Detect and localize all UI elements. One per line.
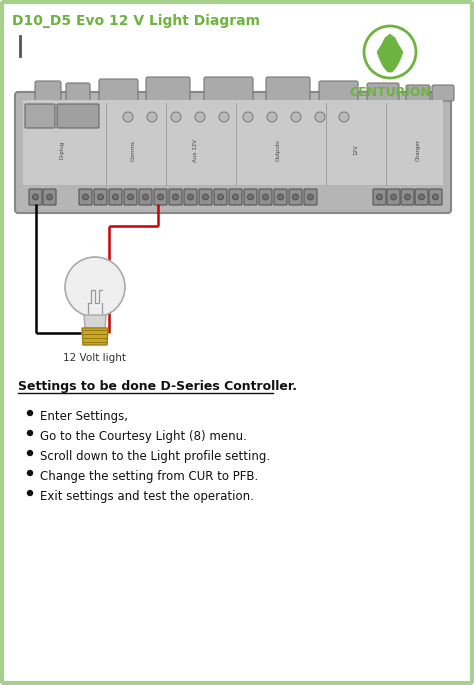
FancyBboxPatch shape <box>367 83 399 101</box>
FancyBboxPatch shape <box>415 189 428 205</box>
Circle shape <box>188 194 193 200</box>
FancyBboxPatch shape <box>266 77 310 101</box>
FancyBboxPatch shape <box>406 85 430 101</box>
FancyBboxPatch shape <box>57 104 99 128</box>
FancyBboxPatch shape <box>124 189 137 205</box>
Text: Go to the Courtesy Light (8) menu.: Go to the Courtesy Light (8) menu. <box>40 430 247 443</box>
Circle shape <box>143 194 148 200</box>
FancyBboxPatch shape <box>319 81 358 101</box>
Circle shape <box>233 194 238 200</box>
FancyBboxPatch shape <box>146 77 190 101</box>
Text: 12 Volt light: 12 Volt light <box>64 353 127 363</box>
Polygon shape <box>82 328 108 345</box>
Circle shape <box>218 194 224 200</box>
Text: 12V: 12V <box>354 145 358 155</box>
Circle shape <box>308 194 313 200</box>
FancyBboxPatch shape <box>387 189 400 205</box>
Text: Settings to be done D-Series Controller.: Settings to be done D-Series Controller. <box>18 380 297 393</box>
Circle shape <box>263 194 268 200</box>
FancyBboxPatch shape <box>304 189 317 205</box>
Text: Change the setting from CUR to PFB.: Change the setting from CUR to PFB. <box>40 470 258 483</box>
Circle shape <box>27 471 33 475</box>
FancyBboxPatch shape <box>43 189 56 205</box>
FancyBboxPatch shape <box>429 189 442 205</box>
Circle shape <box>391 194 396 200</box>
Circle shape <box>171 112 181 122</box>
Circle shape <box>65 257 125 317</box>
FancyBboxPatch shape <box>109 189 122 205</box>
Circle shape <box>376 194 383 200</box>
Circle shape <box>147 112 157 122</box>
FancyBboxPatch shape <box>25 104 55 128</box>
FancyBboxPatch shape <box>259 189 272 205</box>
FancyBboxPatch shape <box>289 189 302 205</box>
FancyBboxPatch shape <box>35 81 61 101</box>
FancyBboxPatch shape <box>204 77 253 101</box>
Text: CENTURION: CENTURION <box>349 86 431 99</box>
FancyBboxPatch shape <box>23 100 443 185</box>
Circle shape <box>33 194 38 200</box>
FancyBboxPatch shape <box>139 189 152 205</box>
FancyBboxPatch shape <box>274 189 287 205</box>
Circle shape <box>128 194 134 200</box>
Circle shape <box>195 112 205 122</box>
Circle shape <box>46 194 53 200</box>
FancyBboxPatch shape <box>401 189 414 205</box>
Text: Comms: Comms <box>130 140 136 160</box>
Text: Exit settings and test the operation.: Exit settings and test the operation. <box>40 490 254 503</box>
Circle shape <box>27 490 33 495</box>
Text: Enter Settings,: Enter Settings, <box>40 410 128 423</box>
FancyBboxPatch shape <box>15 92 451 213</box>
Circle shape <box>112 194 118 200</box>
Circle shape <box>98 194 103 200</box>
Circle shape <box>157 194 164 200</box>
Circle shape <box>123 112 133 122</box>
Circle shape <box>292 194 299 200</box>
Text: Outputs: Outputs <box>275 139 281 161</box>
FancyBboxPatch shape <box>229 189 242 205</box>
FancyBboxPatch shape <box>244 189 257 205</box>
Text: Scroll down to the Light profile setting.: Scroll down to the Light profile setting… <box>40 450 270 463</box>
FancyBboxPatch shape <box>432 85 454 101</box>
Text: Charger: Charger <box>416 139 420 161</box>
Circle shape <box>432 194 438 200</box>
FancyBboxPatch shape <box>184 189 197 205</box>
Circle shape <box>202 194 209 200</box>
Text: D-plug: D-plug <box>60 141 64 159</box>
FancyBboxPatch shape <box>29 189 42 205</box>
Circle shape <box>173 194 179 200</box>
Text: D10_D5 Evo 12 V Light Diagram: D10_D5 Evo 12 V Light Diagram <box>12 14 260 28</box>
Circle shape <box>267 112 277 122</box>
FancyBboxPatch shape <box>199 189 212 205</box>
Circle shape <box>291 112 301 122</box>
Circle shape <box>27 451 33 456</box>
FancyBboxPatch shape <box>169 189 182 205</box>
FancyBboxPatch shape <box>214 189 227 205</box>
Polygon shape <box>84 315 106 328</box>
FancyBboxPatch shape <box>99 79 138 101</box>
Circle shape <box>27 430 33 436</box>
FancyBboxPatch shape <box>79 189 92 205</box>
Circle shape <box>247 194 254 200</box>
Circle shape <box>404 194 410 200</box>
FancyBboxPatch shape <box>94 189 107 205</box>
FancyBboxPatch shape <box>373 189 386 205</box>
FancyBboxPatch shape <box>66 83 90 101</box>
Circle shape <box>315 112 325 122</box>
Circle shape <box>339 112 349 122</box>
Circle shape <box>82 194 89 200</box>
Circle shape <box>277 194 283 200</box>
Text: Aux 12V: Aux 12V <box>193 138 199 162</box>
Circle shape <box>243 112 253 122</box>
Circle shape <box>219 112 229 122</box>
Circle shape <box>27 410 33 416</box>
Polygon shape <box>377 34 403 72</box>
FancyBboxPatch shape <box>154 189 167 205</box>
Circle shape <box>419 194 425 200</box>
